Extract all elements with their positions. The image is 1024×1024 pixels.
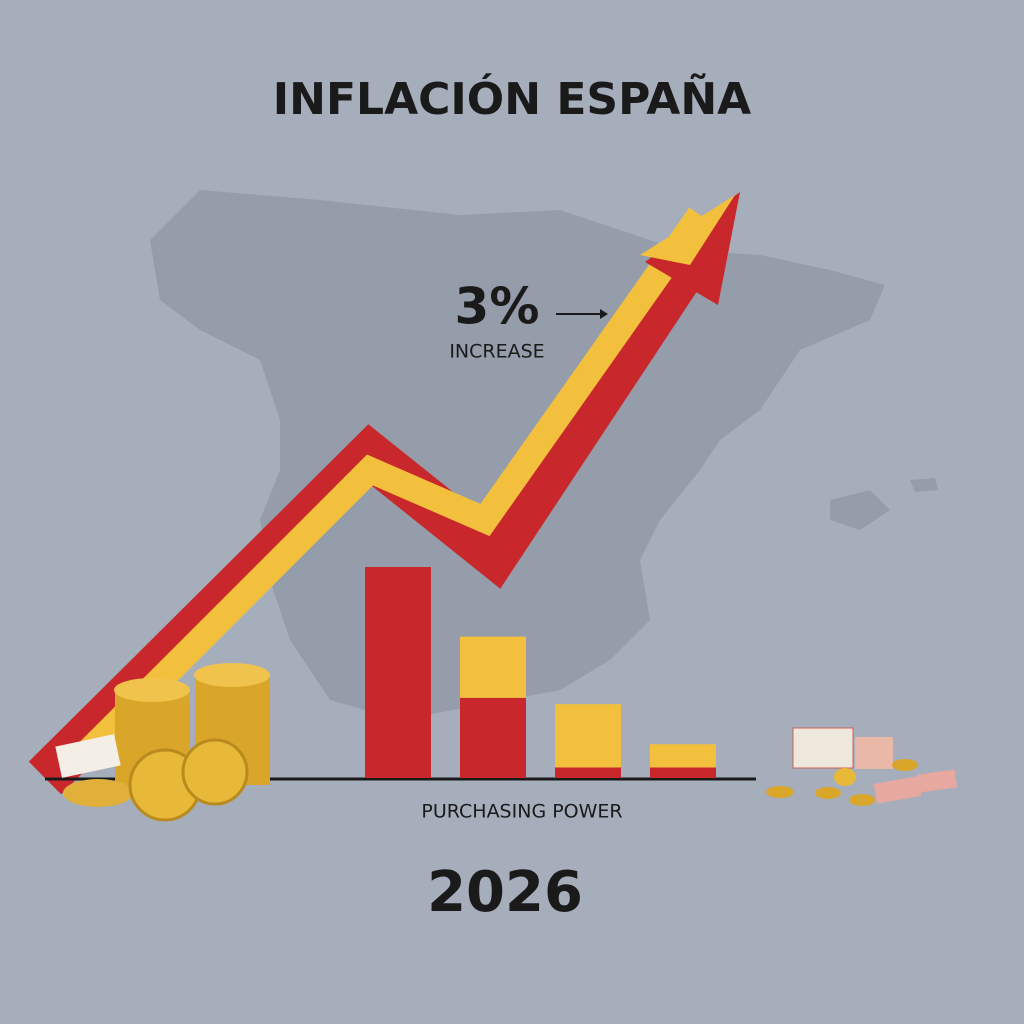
footer-year: 2026 (427, 860, 583, 925)
chart-title: INFLACIÓN ESPAÑA (273, 72, 751, 125)
bar-segment (460, 697, 526, 778)
trend-arrow (28, 192, 740, 795)
annotation-caption: INCREASE (449, 341, 544, 363)
bar-segment (555, 704, 621, 768)
x-axis-label: PURCHASING POWER (421, 801, 622, 823)
map-islands (830, 478, 938, 530)
cash-pile (766, 727, 958, 806)
bar-segment (460, 636, 526, 698)
annotation: 3% (455, 278, 540, 336)
coins (55, 663, 270, 822)
annotation-arrowhead (600, 309, 608, 319)
bar-segment (650, 744, 716, 768)
bar-segment (650, 767, 716, 778)
bar-segment (555, 767, 621, 778)
bar-segment (365, 567, 431, 778)
